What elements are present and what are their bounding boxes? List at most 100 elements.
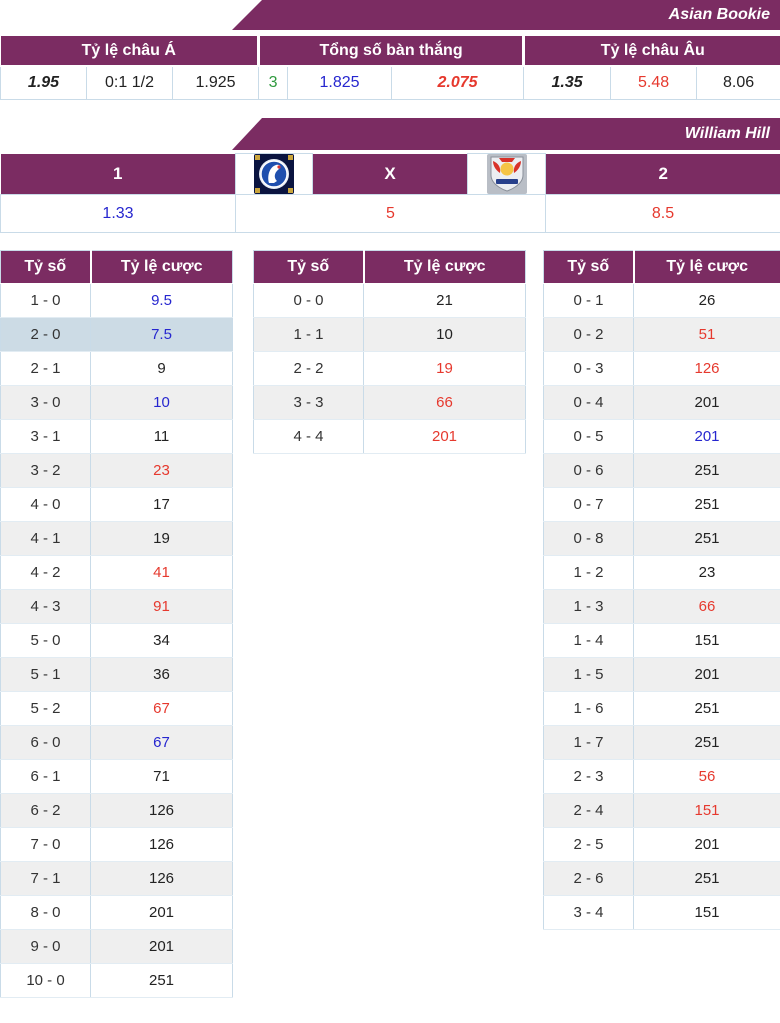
odds-value[interactable]: 1.35 [523, 65, 612, 100]
score-cell: 3 - 4 [543, 895, 634, 930]
score-cell: 0 - 8 [543, 521, 634, 556]
odds-value[interactable]: 34 [90, 623, 233, 658]
odds-value[interactable]: 251 [633, 861, 780, 896]
score-cell: 4 - 2 [0, 555, 91, 590]
odds-value[interactable]: 251 [633, 521, 780, 556]
score-cell: 3 - 1 [0, 419, 91, 454]
odds-value[interactable]: 7.5 [90, 317, 233, 352]
odds-value[interactable]: 201 [633, 657, 780, 692]
odds-value[interactable]: 201 [633, 385, 780, 420]
score-row: 2 - 4 151 [543, 793, 780, 828]
odds-value[interactable]: 201 [633, 419, 780, 454]
score-cell: 1 - 0 [0, 283, 91, 318]
score-cell: 1 - 5 [543, 657, 634, 692]
odds-value[interactable]: 1.925 [171, 65, 260, 100]
odds-value[interactable]: 10 [363, 317, 526, 352]
score-cell: 1 - 7 [543, 725, 634, 760]
odds-value[interactable]: 67 [90, 725, 233, 760]
score-column-header: Tỷ số [253, 250, 364, 284]
odds-value[interactable]: 5.48 [610, 65, 698, 100]
score-row: 3 - 0 10 [0, 385, 233, 420]
odds-value[interactable]: 9.5 [90, 283, 233, 318]
score-cell: 1 - 3 [543, 589, 634, 624]
score-cell: 6 - 1 [0, 759, 91, 794]
score-cell: 2 - 1 [0, 351, 91, 386]
odds-value[interactable]: 21 [363, 283, 526, 318]
odds-value[interactable]: 126 [633, 351, 780, 386]
odds-value[interactable]: 10 [90, 385, 233, 420]
score-cell: 0 - 4 [543, 385, 634, 420]
score-row: 4 - 0 17 [0, 487, 233, 522]
odds-value[interactable]: 36 [90, 657, 233, 692]
score-row: 3 - 4 151 [543, 895, 780, 930]
home-odds-value[interactable]: 1.33 [0, 194, 236, 233]
score-row: 1 - 4 151 [543, 623, 780, 658]
score-row: 3 - 2 23 [0, 453, 233, 488]
score-row: 2 - 2 19 [253, 351, 526, 386]
odds-value[interactable]: 9 [90, 351, 233, 386]
odds-value[interactable]: 1.825 [287, 65, 393, 100]
odds-value[interactable]: 151 [633, 623, 780, 658]
score-row: 1 - 7 251 [543, 725, 780, 760]
score-row: 1 - 6 251 [543, 691, 780, 726]
odds-value[interactable]: 251 [633, 725, 780, 760]
odds-value[interactable]: 151 [633, 895, 780, 930]
score-row: 6 - 1 71 [0, 759, 233, 794]
score-row: 4 - 1 19 [0, 521, 233, 556]
draw-odds-value[interactable]: 5 [235, 194, 546, 233]
odds-value[interactable]: 91 [90, 589, 233, 624]
william-hill-banner: William Hill [232, 118, 780, 150]
score-row: 4 - 3 91 [0, 589, 233, 624]
odds-value[interactable]: 151 [633, 793, 780, 828]
odds-value[interactable]: 8.06 [696, 65, 780, 100]
goal-line[interactable]: 3 [258, 65, 289, 100]
score-row: 3 - 1 11 [0, 419, 233, 454]
score-row: 2 - 3 56 [543, 759, 780, 794]
score-row: 4 - 2 41 [0, 555, 233, 590]
score-cell: 5 - 1 [0, 657, 91, 692]
score-row: 1 - 2 23 [543, 555, 780, 590]
odds-value[interactable]: 201 [90, 895, 233, 930]
odds-value[interactable]: 201 [90, 929, 233, 964]
score-row: 7 - 0 126 [0, 827, 233, 862]
odds-value[interactable]: 11 [90, 419, 233, 454]
odds-value[interactable]: 126 [90, 827, 233, 862]
odds-value[interactable]: 201 [633, 827, 780, 862]
odds-value[interactable]: 251 [90, 963, 233, 998]
odds-value[interactable]: 17 [90, 487, 233, 522]
odds-value[interactable]: 1.95 [0, 65, 87, 100]
odds-value[interactable]: 251 [633, 453, 780, 488]
odds-value[interactable]: 67 [90, 691, 233, 726]
draw-scores-table: Tỷ số Tỷ lệ cược 0 - 0 21 1 - 1 10 2 - 2 19 3 … [253, 250, 526, 454]
match-odds-table: 1 X [0, 153, 780, 233]
odds-value[interactable]: 66 [633, 589, 780, 624]
odds-value[interactable]: 23 [633, 555, 780, 590]
odds-value[interactable]: 251 [633, 691, 780, 726]
score-cell: 2 - 5 [543, 827, 634, 862]
odds-value[interactable]: 51 [633, 317, 780, 352]
odds-value[interactable]: 19 [363, 351, 526, 386]
european-odds-header: Tỷ lệ châu Âu [522, 36, 780, 67]
odds-value[interactable]: 56 [633, 759, 780, 794]
odds-value[interactable]: 26 [633, 283, 780, 318]
handicap-line[interactable]: 0:1 1/2 [86, 65, 173, 100]
odds-value[interactable]: 41 [90, 555, 233, 590]
away-odds-value[interactable]: 8.5 [545, 194, 780, 233]
odds-value[interactable]: 71 [90, 759, 233, 794]
odds-value[interactable]: 66 [363, 385, 526, 420]
score-cell: 0 - 7 [543, 487, 634, 522]
score-row: 0 - 5 201 [543, 419, 780, 454]
odds-value[interactable]: 126 [90, 793, 233, 828]
odds-value[interactable]: 23 [90, 453, 233, 488]
odds-value[interactable]: 251 [633, 487, 780, 522]
score-cell: 10 - 0 [0, 963, 91, 998]
odds-value[interactable]: 2.075 [391, 65, 525, 100]
odds-value[interactable]: 19 [90, 521, 233, 556]
odds-value[interactable]: 126 [90, 861, 233, 896]
odds-value[interactable]: 201 [363, 419, 526, 454]
score-row: 5 - 2 67 [0, 691, 233, 726]
score-cell: 5 - 0 [0, 623, 91, 658]
